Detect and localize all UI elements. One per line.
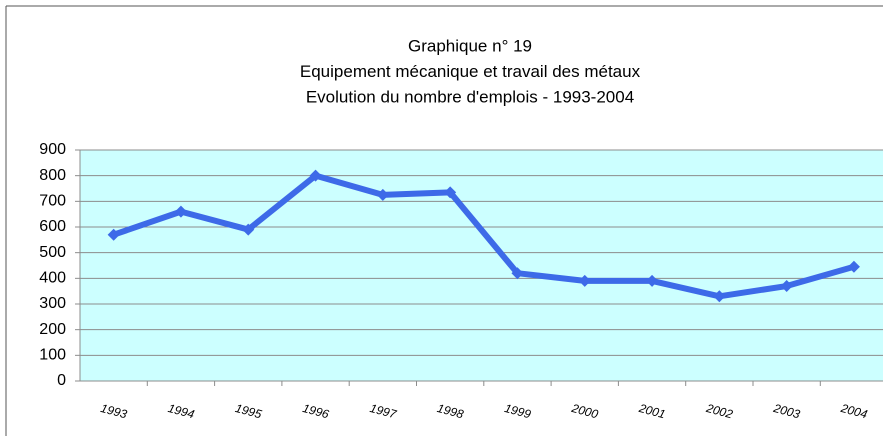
x-tick-label: 2002 <box>704 401 735 422</box>
chart-title: Graphique n° 19 <box>408 36 532 55</box>
y-tick-label: 600 <box>39 218 66 235</box>
y-tick-label: 500 <box>39 244 66 261</box>
x-tick-label: 2000 <box>569 401 600 422</box>
marker <box>578 274 591 287</box>
x-tick-label: 1998 <box>436 401 466 422</box>
x-tick-label: 1996 <box>301 401 331 422</box>
marker <box>780 280 793 293</box>
marker <box>309 169 322 182</box>
y-tick-label: 800 <box>39 167 66 184</box>
marker <box>444 186 457 199</box>
plot-area <box>80 150 883 381</box>
y-tick-label: 100 <box>39 347 66 364</box>
x-tick-label: 2003 <box>771 401 802 422</box>
y-tick-label: 700 <box>39 193 66 210</box>
marker <box>646 274 659 287</box>
x-tick-label: 2004 <box>838 401 869 422</box>
y-tick-label: 200 <box>39 321 66 338</box>
y-tick-label: 300 <box>39 295 66 312</box>
marker <box>174 205 187 218</box>
x-tick-label: 1999 <box>503 401 533 422</box>
x-tick-label: 1995 <box>234 401 264 422</box>
marker <box>242 223 255 236</box>
x-tick-label: 1993 <box>99 401 129 422</box>
marker <box>376 188 389 201</box>
y-tick-label: 0 <box>57 372 66 389</box>
chart-title: Evolution du nombre d'emplois - 1993-200… <box>306 87 634 106</box>
y-tick-label: 900 <box>39 141 66 158</box>
x-tick-label: 2001 <box>637 401 667 422</box>
chart-title: Equipement mécanique et travail des méta… <box>300 62 641 81</box>
marker <box>511 267 524 280</box>
y-tick-label: 400 <box>39 270 66 287</box>
marker <box>107 228 120 241</box>
line <box>112 172 855 300</box>
x-tick-label: 1994 <box>166 401 196 422</box>
marker <box>847 260 860 273</box>
marker <box>713 290 726 303</box>
x-tick-label: 1997 <box>368 401 399 422</box>
